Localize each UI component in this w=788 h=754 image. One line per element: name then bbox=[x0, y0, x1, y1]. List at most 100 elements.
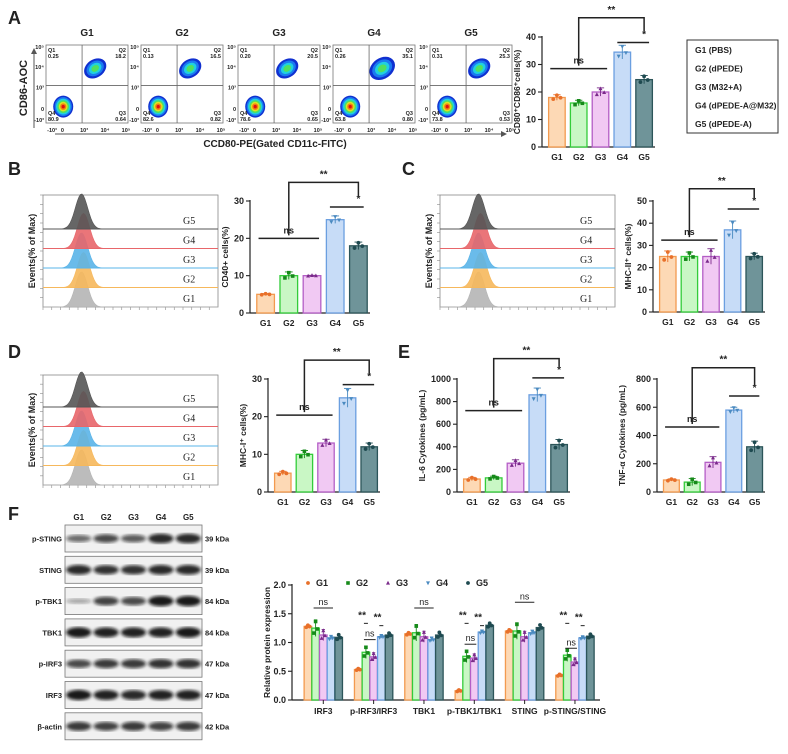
y-tick-label: 20 bbox=[637, 263, 647, 273]
q4-value: 82.6 bbox=[143, 117, 154, 123]
bar bbox=[462, 655, 472, 701]
square-marker bbox=[565, 648, 570, 652]
blot-row-label: β-actin bbox=[37, 722, 62, 731]
legend-item: G1 (PBS) bbox=[695, 45, 732, 55]
y-axis-label: Relative protein expression bbox=[262, 587, 272, 698]
bar bbox=[723, 229, 742, 313]
x-tick-label: G3 bbox=[707, 497, 719, 507]
x-tick-label: 10⁵ bbox=[122, 128, 131, 134]
significance-label: ** bbox=[560, 610, 568, 621]
legend-item: G5 (dPEDE-A) bbox=[695, 119, 752, 129]
circle-marker bbox=[267, 292, 272, 297]
y-tick-label: 0 bbox=[531, 142, 536, 152]
square-marker bbox=[576, 99, 581, 103]
significance-label: ** bbox=[474, 613, 482, 624]
square-marker bbox=[312, 631, 316, 635]
q3-name: Q3 bbox=[214, 111, 221, 117]
triangle-down-marker bbox=[478, 631, 483, 636]
bar bbox=[635, 78, 654, 148]
triangle-down-marker bbox=[620, 45, 625, 49]
y-tick-label: -10³ bbox=[34, 117, 44, 124]
arrow-right-icon bbox=[501, 131, 507, 137]
density-contour bbox=[475, 64, 483, 72]
blot-row-label: p-IRF3 bbox=[39, 660, 62, 669]
x-tick-label: G3 bbox=[306, 318, 318, 328]
q1-value: 0.13 bbox=[143, 54, 154, 60]
circle-marker bbox=[672, 478, 677, 483]
legend-item: G2 (dPEDE) bbox=[695, 64, 743, 74]
circle-marker bbox=[357, 667, 362, 672]
circle-marker bbox=[662, 257, 667, 262]
bar-chart-e: 0 200 400 600 800 TNF-α Cytokines (pg/mL) G1 G2… bbox=[617, 355, 765, 507]
x-tick-label: 10⁵ bbox=[506, 128, 515, 134]
x-tick-label: 0 bbox=[61, 128, 64, 134]
panel-label: A bbox=[8, 8, 21, 28]
y-tick-label: 10 bbox=[637, 285, 647, 295]
y-tick-label: 10⁵ bbox=[227, 45, 236, 51]
significance-label: ns bbox=[466, 633, 476, 643]
triangle-marker bbox=[522, 630, 527, 634]
triangle-down-marker bbox=[329, 220, 334, 225]
bar bbox=[348, 245, 368, 314]
x-tick-label: G1 bbox=[466, 497, 478, 507]
y-tick-label: 400 bbox=[436, 442, 451, 452]
triangle-down-marker bbox=[616, 54, 621, 59]
q2-name: Q2 bbox=[311, 48, 318, 54]
x-tick-label: 10⁵ bbox=[409, 128, 418, 134]
circle-marker bbox=[752, 440, 757, 445]
triangle-marker bbox=[513, 458, 518, 463]
circle-marker bbox=[560, 443, 565, 447]
y-tick-label: 10⁵ bbox=[322, 45, 331, 51]
q2-name: Q2 bbox=[503, 48, 510, 54]
triangle-down-marker bbox=[479, 629, 484, 634]
q3-value: 0.82 bbox=[210, 117, 221, 123]
bar bbox=[562, 654, 572, 701]
significance-label: ns bbox=[566, 637, 576, 647]
q2-value: 18.2 bbox=[115, 54, 126, 60]
q1-name: Q1 bbox=[240, 48, 247, 54]
bar bbox=[535, 626, 545, 701]
circle-marker bbox=[752, 251, 757, 256]
significance-label: ** bbox=[320, 169, 328, 180]
lane-label: G2 bbox=[101, 513, 112, 522]
square-marker bbox=[416, 631, 420, 636]
triangle-marker bbox=[420, 637, 425, 642]
q1-value: 0.25 bbox=[48, 54, 59, 60]
protein-band bbox=[120, 565, 147, 575]
bar bbox=[256, 293, 276, 314]
q4-name: Q4 bbox=[143, 111, 151, 117]
legend-item: G1 bbox=[316, 578, 328, 588]
x-tick-label: G1 bbox=[551, 152, 563, 162]
circle-marker bbox=[307, 624, 312, 629]
q3-name: Q3 bbox=[119, 111, 126, 117]
x-tick-label: -10³ bbox=[239, 127, 249, 134]
x-tick-label: G2 bbox=[573, 152, 585, 162]
significance-label: ns bbox=[520, 591, 530, 601]
x-tick-label: G2 bbox=[687, 497, 699, 507]
y-tick-label: 200 bbox=[436, 464, 451, 474]
triangle-down-marker bbox=[379, 634, 384, 638]
q2-value: 35.1 bbox=[402, 54, 413, 60]
histogram-label: G1 bbox=[183, 472, 195, 483]
square-marker bbox=[313, 619, 318, 624]
protein-band bbox=[93, 721, 119, 731]
triangle-marker bbox=[574, 660, 579, 665]
histogram-stack: Events(% of Max) G1 G2 G3 G4 G5 bbox=[424, 193, 616, 310]
y-tick-label: 10 bbox=[526, 115, 536, 125]
histogram-label: G4 bbox=[580, 236, 592, 247]
legend-item: G4 (dPEDE-A@M32) bbox=[695, 101, 777, 111]
q4-value: 78.6 bbox=[240, 117, 251, 123]
significance-label: * bbox=[356, 194, 360, 205]
lane-label: G1 bbox=[73, 513, 84, 522]
bar bbox=[369, 656, 379, 701]
y-tick-label: 20 bbox=[526, 87, 536, 97]
q3-name: Q3 bbox=[503, 111, 510, 117]
protein-band bbox=[93, 596, 119, 606]
y-axis-label: MHC-II⁺ cells(%) bbox=[623, 223, 633, 289]
legend-item: G5 bbox=[476, 578, 488, 588]
y-tick-label: 50 bbox=[637, 196, 647, 206]
y-tick-label: 30 bbox=[252, 374, 262, 384]
triangle-down-marker bbox=[623, 51, 628, 56]
